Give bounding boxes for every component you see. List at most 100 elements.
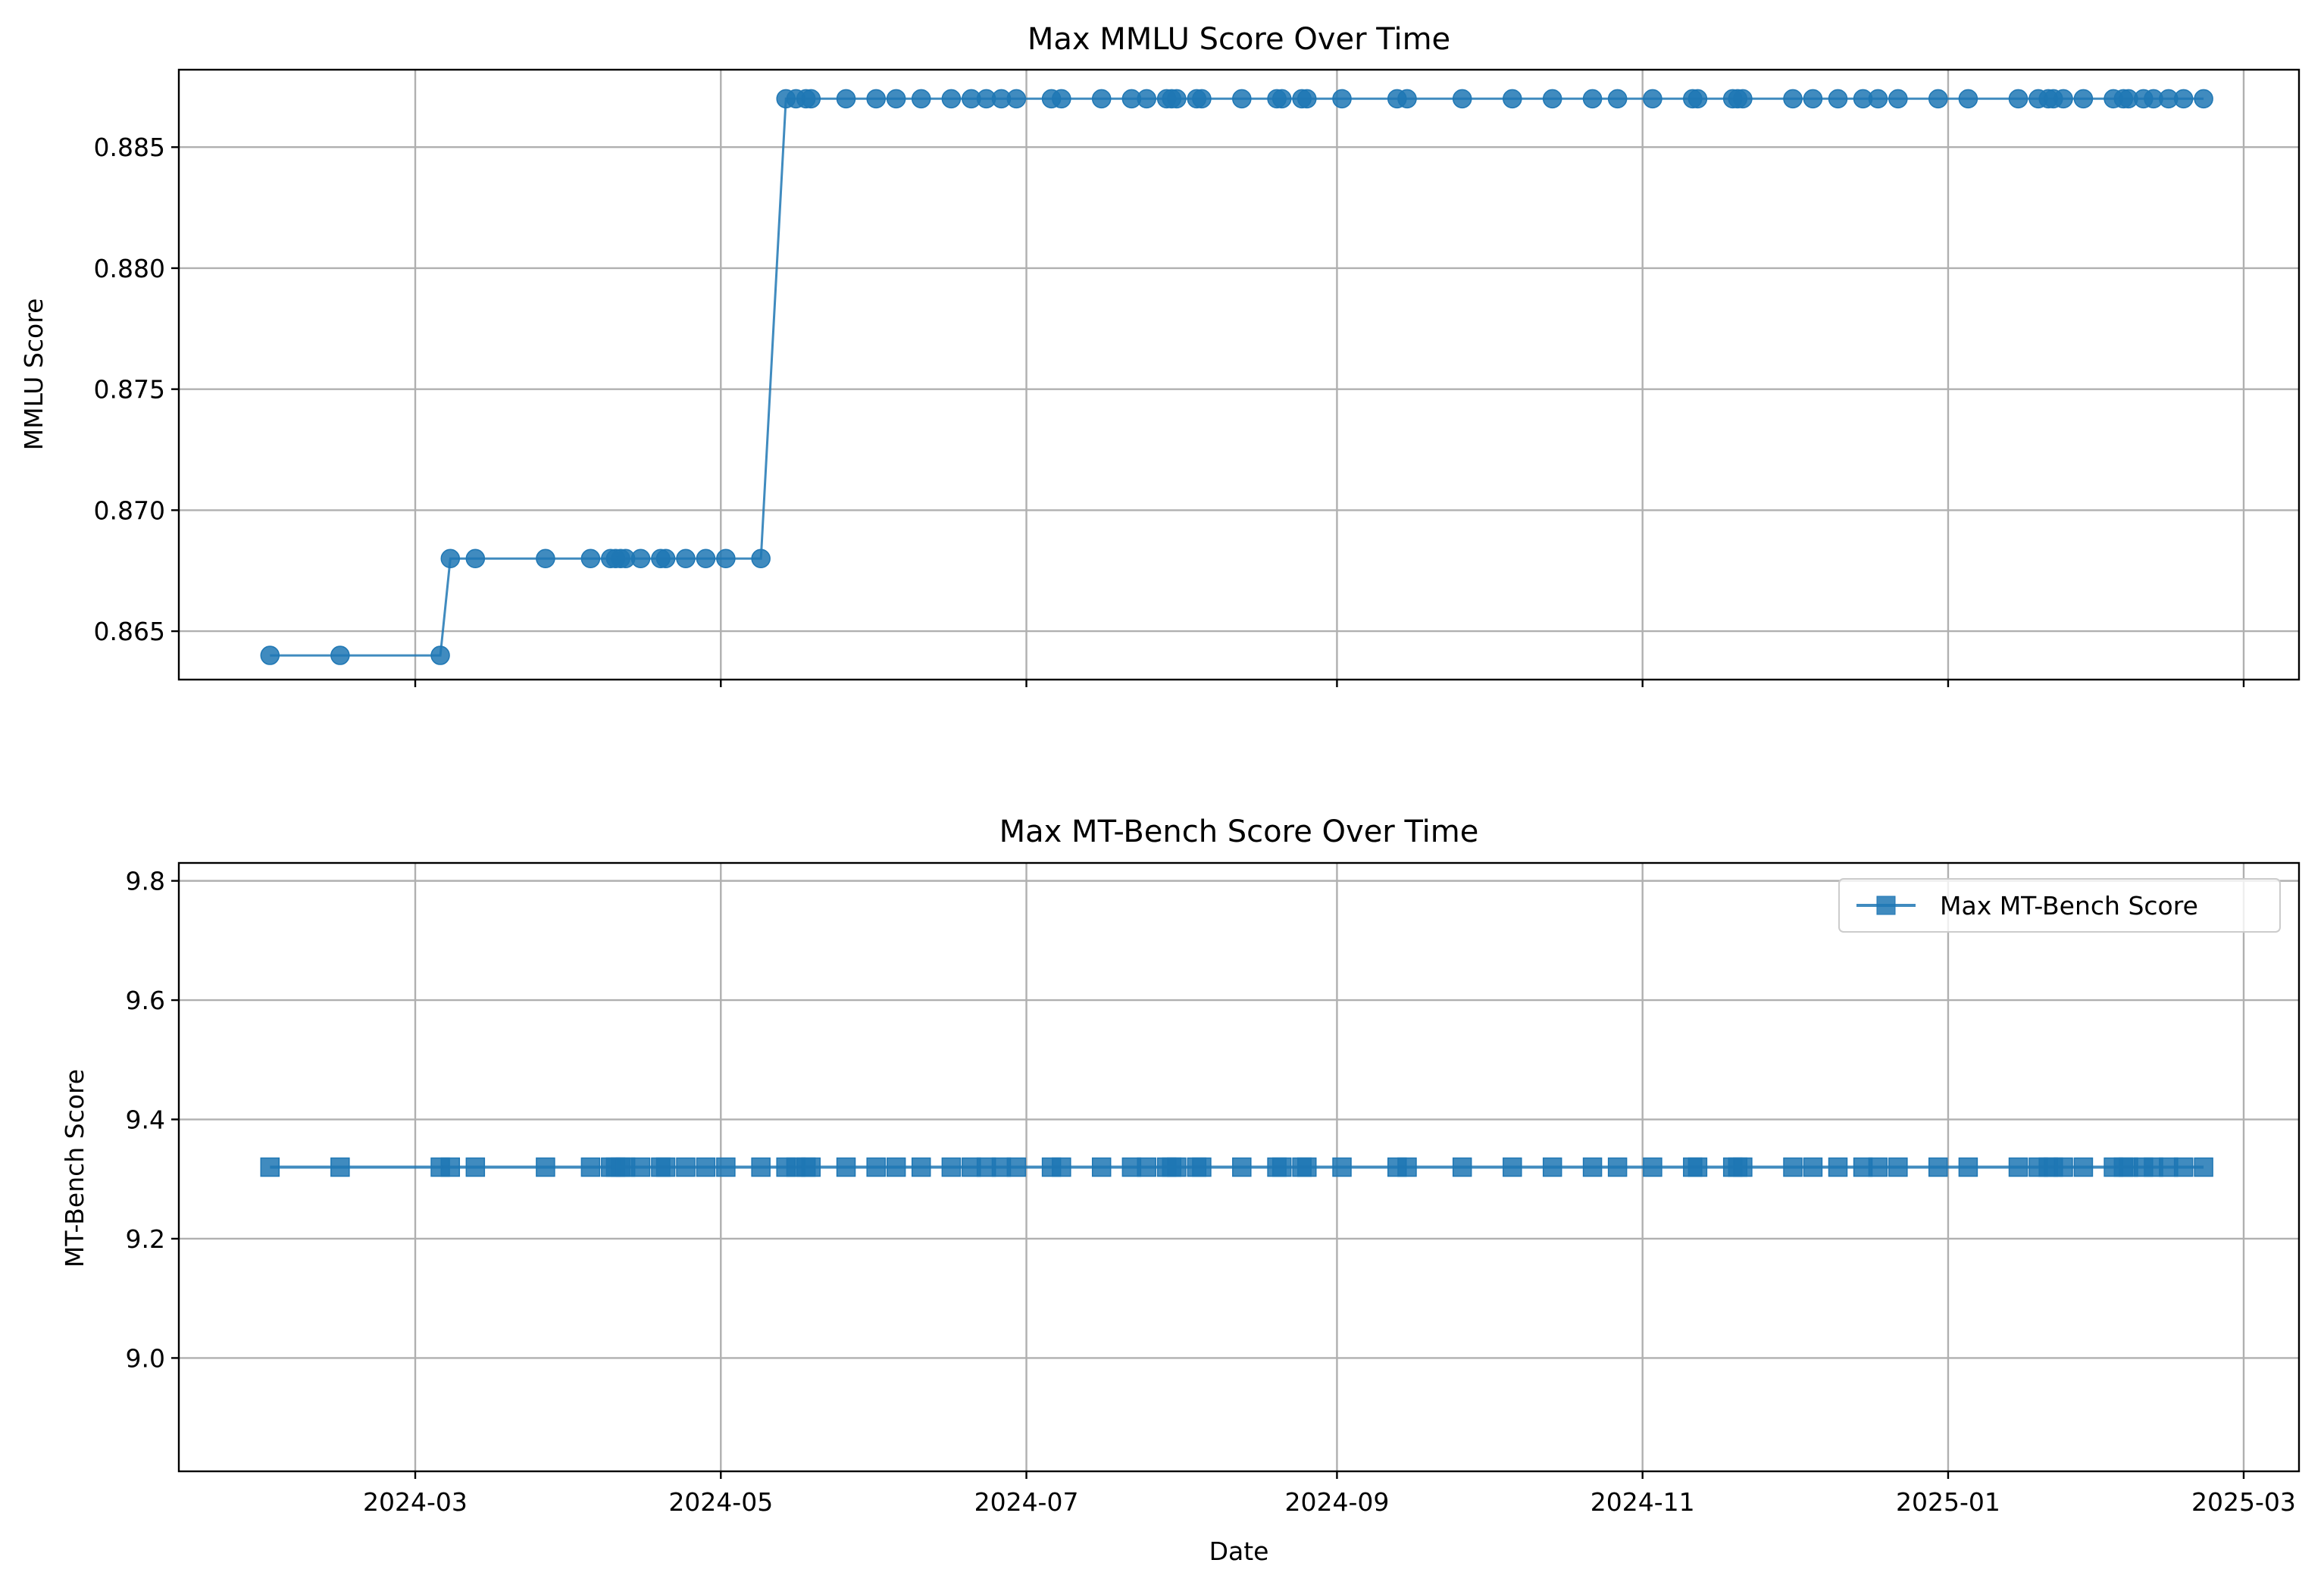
- mtbench-data-point: [655, 1157, 676, 1177]
- mtbench-data-point: [1006, 1157, 1027, 1177]
- mtbench-data-point: [260, 1157, 280, 1177]
- mmlu-data-point: [1503, 89, 1522, 109]
- legend: Max MT-Bench Score: [1838, 878, 2281, 933]
- mtbench-data-point: [1828, 1157, 1848, 1177]
- x-tick-label: 2024-11: [1591, 1487, 1695, 1517]
- mtbench-data-point: [1868, 1157, 1888, 1177]
- mtbench-data-point: [676, 1157, 696, 1177]
- mtbench-data-point: [1452, 1157, 1472, 1177]
- mmlu-data-point: [1006, 89, 1027, 109]
- mtbench-data-point: [1167, 1157, 1187, 1177]
- mtbench-y-tick-label: 9.8: [126, 867, 165, 896]
- x-tick-label: 2024-07: [974, 1487, 1079, 1517]
- mtbench-data-point: [630, 1157, 651, 1177]
- mtbench-data-point: [1271, 1157, 1292, 1177]
- mtbench-data-point: [886, 1157, 906, 1177]
- mmlu-data-point: [1687, 89, 1708, 109]
- mmlu-data-point: [1232, 89, 1252, 109]
- x-tick-label: 2025-01: [1896, 1487, 2000, 1517]
- mmlu-data-point: [260, 646, 280, 665]
- mmlu-data-point: [1542, 89, 1562, 109]
- mmlu-data-point: [630, 549, 651, 569]
- mmlu-data-point: [1733, 89, 1753, 109]
- mtbench-data-point: [2073, 1157, 2094, 1177]
- mtbench-y-tick-label: 9.4: [126, 1105, 165, 1135]
- mtbench-series: [260, 1157, 2213, 1177]
- mmlu-data-point: [1137, 89, 1156, 109]
- x-axis-label: Date: [1209, 1536, 1269, 1566]
- mmlu-y-axis-label: MMLU Score: [19, 299, 48, 451]
- mtbench-data-point: [1137, 1157, 1156, 1177]
- mtbench-data-point: [1687, 1157, 1708, 1177]
- mmlu-y-tick-label: 0.885: [94, 133, 165, 162]
- x-tick-label: 2024-05: [668, 1487, 773, 1517]
- mmlu-data-point: [1803, 89, 1823, 109]
- mmlu-series-line: [270, 97, 2204, 657]
- mmlu-data-point: [2173, 89, 2194, 109]
- mmlu-data-point: [430, 646, 450, 665]
- mtbench-data-point: [2008, 1157, 2028, 1177]
- mtbench-data-point: [1332, 1157, 1352, 1177]
- mmlu-data-point: [696, 549, 716, 569]
- mtbench-data-point: [2173, 1157, 2194, 1177]
- mmlu-data-point: [1297, 89, 1317, 109]
- mtbench-data-point: [1888, 1157, 1908, 1177]
- mmlu-data-point: [886, 89, 906, 109]
- mtbench-y-tick-label: 9.6: [126, 986, 165, 1015]
- mtbench-data-point: [1542, 1157, 1562, 1177]
- mtbench-data-point: [1297, 1157, 1317, 1177]
- mtbench-data-point: [1192, 1157, 1212, 1177]
- mmlu-grid: [179, 70, 2299, 680]
- mmlu-data-point: [1397, 89, 1417, 109]
- mtbench-data-point: [1928, 1157, 1948, 1177]
- mtbench-y-axis-label: MT-Bench Score: [60, 1069, 89, 1268]
- mtbench-data-point: [1643, 1157, 1662, 1177]
- x-tick-label: 2024-03: [363, 1487, 468, 1517]
- mmlu-y-tick-label: 0.870: [94, 495, 165, 525]
- mmlu-data-point: [1928, 89, 1948, 109]
- mmlu-data-point: [580, 549, 601, 569]
- mtbench-data-point: [696, 1157, 716, 1177]
- mtbench-data-point: [1397, 1157, 1417, 1177]
- mmlu-data-point: [1091, 89, 1112, 109]
- mmlu-data-point: [1828, 89, 1848, 109]
- mtbench-plot-frame: [177, 861, 2301, 1473]
- mmlu-chart-title: Max MMLU Score Over Time: [1028, 22, 1450, 57]
- mmlu-data-point: [1332, 89, 1352, 109]
- mtbench-data-point: [536, 1157, 555, 1177]
- mmlu-data-point: [330, 646, 350, 665]
- mmlu-data-point: [1271, 89, 1292, 109]
- mmlu-data-point: [1868, 89, 1888, 109]
- mtbench-data-point: [1803, 1157, 1823, 1177]
- mmlu-data-point: [801, 89, 821, 109]
- mtbench-data-point: [440, 1157, 461, 1177]
- mmlu-data-point: [716, 549, 736, 569]
- mmlu-data-point: [676, 549, 696, 569]
- mmlu-data-point: [1888, 89, 1908, 109]
- mtbench-data-point: [1091, 1157, 1112, 1177]
- mtbench-chart: Max MT-Bench Score Over Time 2024-03 2024…: [60, 814, 2301, 1566]
- mtbench-ticks: 2024-03 2024-05 2024-07 2024-09 2024-11 2025-…: [126, 867, 2296, 1517]
- mmlu-data-point: [1958, 89, 1978, 109]
- mtbench-data-point: [751, 1157, 771, 1177]
- mtbench-data-point: [1958, 1157, 1978, 1177]
- mmlu-data-point: [440, 549, 461, 569]
- mmlu-plot-frame: [177, 68, 2301, 681]
- mmlu-data-point: [1192, 89, 1212, 109]
- mtbench-data-point: [836, 1157, 856, 1177]
- mtbench-data-point: [941, 1157, 962, 1177]
- mmlu-data-point: [941, 89, 962, 109]
- mmlu-y-tick-label: 0.875: [94, 375, 165, 405]
- mtbench-data-point: [1733, 1157, 1753, 1177]
- mtbench-data-point: [801, 1157, 821, 1177]
- mtbench-data-point: [866, 1157, 886, 1177]
- mmlu-data-point: [911, 89, 931, 109]
- mmlu-data-point: [751, 549, 771, 569]
- mmlu-data-point: [2008, 89, 2028, 109]
- mtbench-chart-title: Max MT-Bench Score Over Time: [999, 814, 1479, 849]
- mtbench-data-point: [2194, 1157, 2213, 1177]
- mtbench-data-point: [330, 1157, 350, 1177]
- mtbench-data-point: [1052, 1157, 1071, 1177]
- mmlu-data-point: [2073, 89, 2094, 109]
